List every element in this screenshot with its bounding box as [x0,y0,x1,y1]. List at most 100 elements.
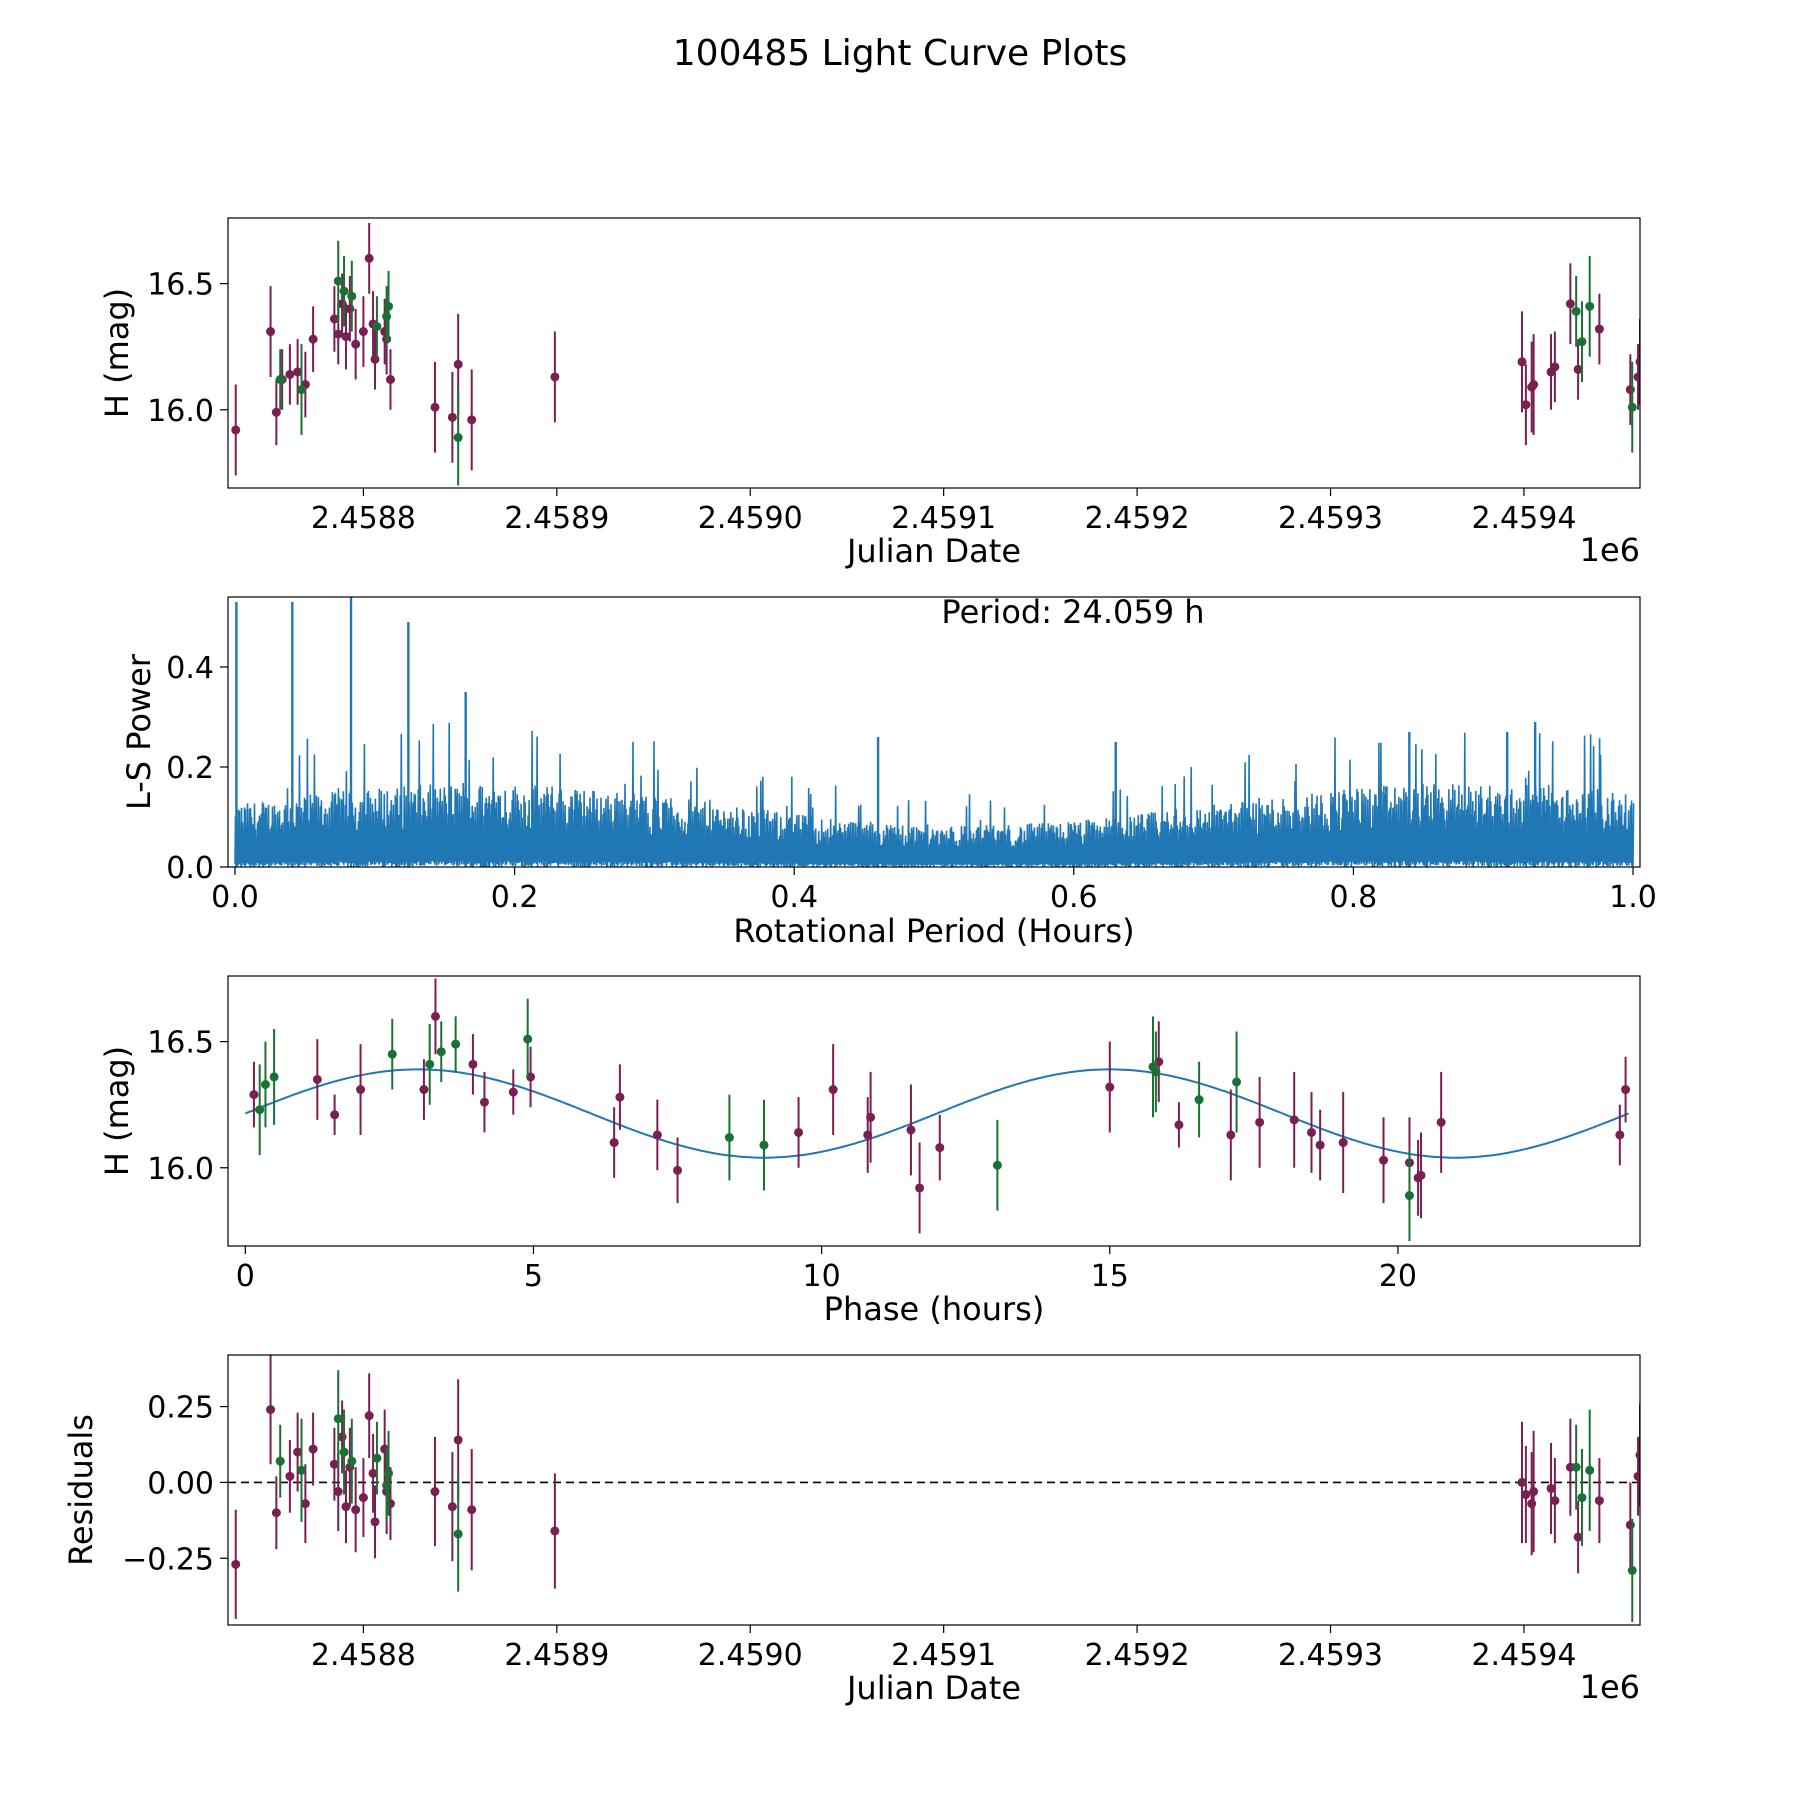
phased-marks [244,978,1631,1241]
data-point [297,385,307,395]
phased-xtick-label: 20 [1379,1259,1417,1294]
data-point [1105,1082,1115,1092]
data-point [1635,357,1640,367]
periodogram-power-line [234,722,1635,867]
residuals-frame [227,1354,1641,1626]
data-point [1571,306,1581,316]
data-point [866,1112,876,1122]
phased-ticks: 0 5 10 15 20 16.0 16.5 [147,1026,1417,1294]
data-point [364,253,374,263]
data-point [451,1039,461,1049]
data-point [1565,299,1575,309]
lightcurve-xtick-label: 2.4590 [698,501,803,536]
data-point [339,1447,349,1457]
lightcurve-xtick-label: 2.4591 [891,501,996,536]
data-point [1226,1130,1236,1140]
data-point [453,359,463,369]
data-point [794,1127,804,1137]
data-point [1577,1493,1587,1503]
data-point [1577,337,1587,347]
data-point [271,407,281,417]
panel-phased: 0 5 10 15 20 16.0 16.5 Phase (hours) H (mag) [98,975,1641,1328]
periodogram-ytick-label: 0.4 [166,651,214,686]
data-point [308,334,318,344]
data-point [935,1143,945,1153]
lightcurve-offset-label: 1e6 [1580,531,1640,569]
data-point [467,415,477,425]
data-point [358,327,368,337]
data-point [1315,1140,1325,1150]
lightcurve-xtick-label: 2.4594 [1471,501,1576,536]
lightcurve-xtick-label: 2.4588 [311,501,416,536]
data-point [339,286,349,296]
lightcurve-ylabel: H (mag) [98,288,136,418]
residuals-ylabel: Residuals [62,1414,100,1566]
residuals-marks [228,1355,1640,1622]
periodogram-xtick-label: 1.0 [1609,880,1657,915]
data-point [351,339,361,349]
figure-title: 100485 Light Curve Plots [673,33,1127,74]
residuals-xtick-label: 2.4592 [1085,1638,1190,1673]
data-point [269,1072,279,1082]
residuals-xtick-label: 2.4588 [311,1638,416,1673]
data-point [447,412,457,422]
data-point [1151,1067,1161,1077]
data-point [1550,1496,1560,1506]
data-point [341,332,351,342]
data-point [231,1559,241,1569]
data-point [1594,1496,1604,1506]
residuals-ytick-label: 0.25 [147,1391,214,1426]
data-point [1404,1191,1414,1201]
data-point [275,374,285,384]
data-point [1416,1170,1426,1180]
data-point [1633,372,1640,382]
data-point [333,276,343,286]
periodogram-xtick-label: 0.4 [770,880,818,915]
lightcurve-ticks: 2.4588 2.4589 2.4590 2.4591 2.4592 2.4593 2.45… [147,268,1576,536]
data-point [436,1047,446,1057]
data-point [1585,1465,1595,1475]
periodogram-xtick-label: 0.6 [1050,880,1098,915]
phased-ytick-label: 16.5 [147,1026,214,1061]
data-point [333,1487,343,1497]
data-point [370,1517,380,1527]
periodogram-annotation: Period: 24.059 h [941,593,1204,631]
data-point [382,311,392,321]
data-point [550,372,560,382]
data-point [249,1090,259,1100]
data-point [293,367,303,377]
phased-series-red [249,978,1631,1234]
lightcurve-series-green [275,240,1637,486]
data-point [347,291,357,301]
lightcurve-xtick-label: 2.4592 [1085,501,1190,536]
data-point [1573,1532,1583,1542]
data-point [1571,1462,1581,1472]
phased-xtick-label: 0 [236,1259,255,1294]
data-point [308,1444,318,1454]
data-point [387,1049,397,1059]
lightcurve-marks [231,223,1640,486]
data-point [345,304,355,314]
data-point [384,1468,394,1478]
residuals-ytick-label: 0.00 [147,1466,214,1501]
phased-series-green [255,998,1414,1241]
data-point [330,1110,340,1120]
data-point [1621,1085,1631,1095]
data-point [1529,380,1539,390]
model-curve [244,1068,1629,1159]
data-point [419,1085,429,1095]
data-point [523,1034,533,1044]
residuals-ticks: 2.4588 2.4589 2.4590 2.4591 2.4592 2.4593 2.45… [122,1391,1576,1673]
data-point [906,1125,916,1135]
data-point [368,1468,378,1478]
data-point [351,1505,361,1515]
data-point [430,1011,440,1021]
data-point [231,425,241,435]
phased-xtick-label: 5 [524,1259,543,1294]
residuals-xtick-label: 2.4594 [1471,1638,1576,1673]
data-point [1289,1115,1299,1125]
data-point [468,1059,478,1069]
periodogram-plot-area [234,597,1635,867]
